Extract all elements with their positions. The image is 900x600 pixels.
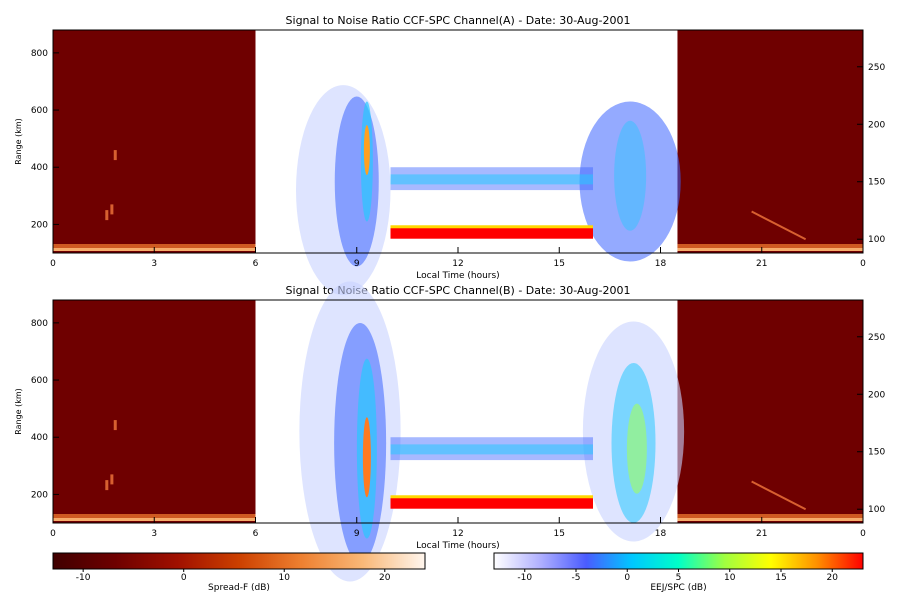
low-range-band	[390, 497, 593, 509]
spreadf-region-1	[53, 300, 256, 523]
x-tick-label: 21	[756, 259, 767, 269]
colorbar-tick-label: 0	[624, 573, 630, 583]
x-tick-label: 3	[151, 259, 157, 269]
colorbar-eej: -10 -5 0 5 10 15 20 EEJ/SPC (dB)	[493, 552, 864, 593]
plume-core	[626, 403, 647, 494]
chart-panel-a: Signal to Noise Ratio CCF-SPC Channel(A)…	[14, 14, 885, 296]
x-tick-label: 15	[554, 259, 565, 269]
spreadf-streak	[751, 480, 807, 511]
colorbar-tick-label: 5	[676, 573, 682, 583]
x-tick-label: 21	[756, 529, 767, 539]
x-axis-label: Local Time (hours)	[416, 541, 499, 551]
y2-tick-label: 150	[868, 448, 885, 458]
spreadf-echo	[105, 210, 109, 221]
y2-tick-label: 100	[868, 235, 885, 245]
x-tick-label: 0	[50, 529, 56, 539]
y2-tick-label: 250	[868, 333, 885, 343]
x-tick-label: 6	[253, 529, 259, 539]
y-axis-label: Range (km)	[14, 118, 23, 165]
plume-core	[362, 417, 371, 498]
x-tick-label: 9	[354, 529, 360, 539]
x-tick-label: 12	[452, 259, 463, 269]
colorbar-tick-label: 20	[827, 573, 839, 583]
y-tick-label: 600	[31, 376, 48, 386]
x-tick-label: 9	[354, 259, 360, 269]
spreadf-bottom-echo	[677, 514, 863, 521]
chart-title: Signal to Noise Ratio CCF-SPC Channel(A)…	[286, 14, 631, 27]
low-range-band	[390, 227, 593, 239]
spreadf-echo	[105, 480, 109, 491]
x-tick-label: 12	[452, 529, 463, 539]
spreadf-bottom-echo	[677, 518, 863, 521]
colorbar-tick-label: -10	[517, 573, 532, 583]
colorbar-tick-label: -10	[76, 573, 91, 583]
low-range-band-edge	[390, 225, 593, 229]
colorbar-tick-label: 10	[724, 573, 736, 583]
colorbar-tick-label: -5	[572, 573, 581, 583]
spreadf-echo	[110, 204, 114, 215]
x-tick-label: 0	[860, 259, 866, 269]
spreadf-bottom-echo	[677, 248, 863, 251]
y-tick-label: 800	[31, 319, 48, 329]
spreadf-echo	[113, 420, 117, 431]
x-tick-label: 6	[253, 259, 259, 269]
y-tick-label: 600	[31, 106, 48, 116]
colorbar-label: EEJ/SPC (dB)	[650, 583, 706, 593]
spreadf-streak	[751, 210, 807, 241]
plume	[579, 101, 681, 262]
spreadf-region-1	[53, 30, 256, 253]
low-range-band-edge	[390, 495, 593, 499]
spreadf-echo	[110, 474, 114, 485]
x-tick-label: 3	[151, 529, 157, 539]
x-axis-label: Local Time (hours)	[416, 271, 499, 281]
chart-title: Signal to Noise Ratio CCF-SPC Channel(B)…	[286, 284, 631, 297]
y2-tick-label: 150	[868, 178, 885, 188]
colorbar-gradient	[52, 552, 426, 570]
spreadf-echo	[113, 150, 117, 161]
colorbar-gradient	[493, 552, 864, 570]
colorbar-tick-label: 20	[379, 573, 391, 583]
colorbar-label: Spread-F (dB)	[208, 583, 270, 593]
x-tick-label: 18	[655, 259, 667, 269]
y-tick-label: 200	[31, 490, 48, 500]
colorbar-tick-label: 0	[181, 573, 187, 583]
spreadf-bottom-echo	[677, 244, 863, 251]
y-tick-label: 800	[31, 49, 48, 59]
y2-tick-label: 200	[868, 120, 885, 130]
plume-core	[363, 125, 370, 176]
y-axis-label: Range (km)	[14, 388, 23, 435]
colorbar-tick-label: 15	[775, 573, 786, 583]
chart-panel-b: Signal to Noise Ratio CCF-SPC Channel(B)…	[14, 281, 885, 582]
y-tick-label: 400	[31, 163, 48, 173]
x-tick-label: 0	[860, 529, 866, 539]
plume-core	[614, 120, 647, 231]
x-tick-label: 15	[554, 529, 565, 539]
colorbar-tick-label: 10	[279, 573, 291, 583]
x-tick-label: 0	[50, 259, 56, 269]
mid-range-band-core	[390, 174, 593, 185]
y2-tick-label: 100	[868, 505, 885, 515]
spreadf-region-2	[677, 30, 863, 253]
y2-tick-label: 250	[868, 63, 885, 73]
y-tick-label: 200	[31, 220, 48, 230]
colorbar-spreadf: -10 0 10 20 Spread-F (dB)	[52, 552, 426, 593]
y-tick-label: 400	[31, 433, 48, 443]
x-tick-label: 18	[655, 529, 667, 539]
y2-tick-label: 200	[868, 390, 885, 400]
mid-range-band-core	[390, 444, 593, 455]
spreadf-region-2	[677, 300, 863, 523]
